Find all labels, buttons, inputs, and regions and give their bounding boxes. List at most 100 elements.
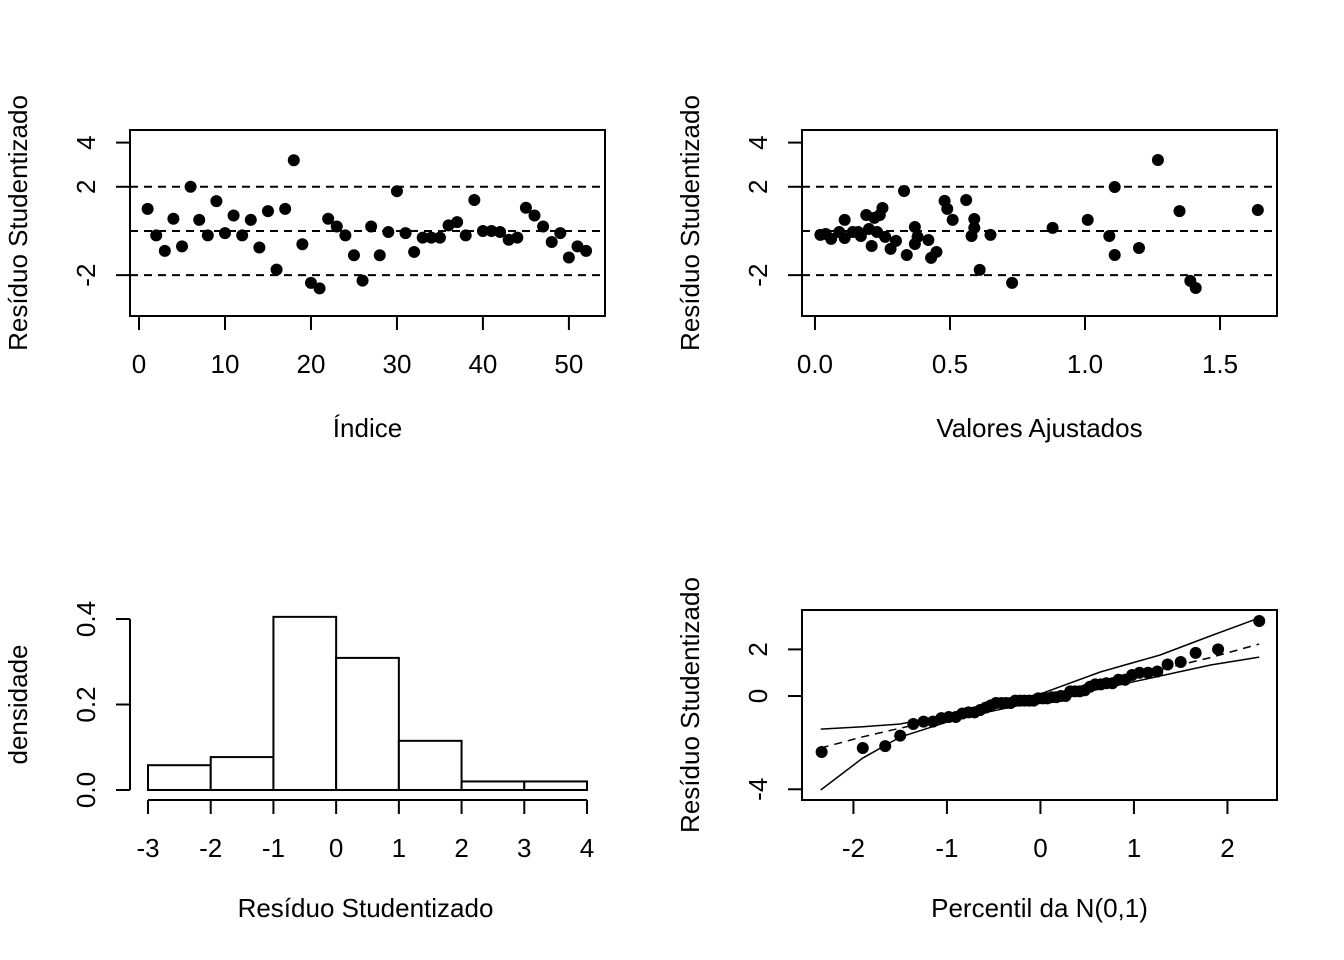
point [227, 209, 240, 222]
point [537, 220, 550, 233]
point [399, 227, 412, 240]
point [519, 201, 532, 214]
y-tick-label: -4 [743, 778, 773, 801]
y-tick-label: 0.2 [71, 686, 101, 722]
point [968, 221, 981, 234]
point [1212, 643, 1225, 656]
point [261, 205, 274, 218]
point [313, 282, 326, 295]
point [339, 229, 352, 242]
point [876, 201, 889, 214]
x-axis-label: Índice [333, 413, 402, 443]
point [825, 232, 838, 245]
y-tick-label: 0.4 [71, 601, 101, 637]
point [545, 235, 558, 248]
x-tick-label: 10 [211, 349, 240, 379]
x-tick-label: 0 [132, 349, 146, 379]
point [900, 249, 913, 262]
point [150, 229, 163, 242]
y-axis-label: Resíduo Studentizado [675, 95, 705, 351]
x-axis-label: Resíduo Studentizado [238, 893, 494, 923]
point [898, 184, 911, 197]
point [236, 229, 249, 242]
x-tick-label: 0.5 [932, 349, 968, 379]
point [425, 231, 438, 244]
point [815, 745, 828, 758]
point [922, 234, 935, 247]
point [1151, 665, 1164, 678]
x-tick-label: 4 [580, 833, 594, 863]
point [296, 238, 309, 251]
y-tick-label: 0 [743, 689, 773, 703]
y-tick-label: 2 [743, 642, 773, 656]
point [984, 228, 997, 241]
histogram-bar [397, 739, 463, 792]
y-tick-label: 2 [71, 180, 101, 194]
point [838, 213, 851, 226]
point [244, 213, 257, 226]
point [459, 229, 472, 242]
point [1108, 249, 1121, 262]
x-tick-label: 0 [329, 833, 343, 863]
point [856, 742, 869, 755]
point [917, 715, 930, 728]
point [279, 202, 292, 215]
histogram-bar [147, 764, 212, 792]
histogram-bar [460, 780, 526, 792]
x-tick-label: 20 [297, 349, 326, 379]
point [494, 226, 507, 239]
point [865, 239, 878, 252]
point [554, 227, 567, 240]
x-tick-label: -1 [262, 833, 285, 863]
y-axis-label: Resíduo Studentizado [3, 95, 33, 351]
point [468, 194, 481, 207]
x-axis-label: Percentil da N(0,1) [931, 893, 1148, 923]
envelope-upper [820, 617, 1260, 730]
envelope-lower [820, 656, 1260, 791]
y-tick-label: 4 [71, 135, 101, 149]
point [270, 263, 283, 276]
histogram-bar [209, 756, 275, 792]
point [176, 240, 189, 253]
x-tick-label: 1 [1127, 833, 1141, 863]
point [1161, 658, 1174, 671]
point [908, 220, 921, 233]
point [322, 212, 335, 225]
y-tick-label: 2 [743, 180, 773, 194]
point [854, 230, 867, 243]
point [201, 229, 214, 242]
point [433, 231, 446, 244]
point [1133, 666, 1146, 679]
y-tick-label: -2 [71, 264, 101, 287]
point [889, 234, 902, 247]
point [304, 276, 317, 289]
x-tick-label: 1.5 [1202, 349, 1238, 379]
point [158, 244, 171, 257]
point [141, 202, 154, 215]
point [941, 202, 954, 215]
point [408, 245, 421, 258]
y-tick-label: -2 [743, 264, 773, 287]
point [1133, 241, 1146, 254]
x-tick-label: -2 [199, 833, 222, 863]
point [1103, 230, 1116, 243]
point [894, 729, 907, 742]
point [1046, 221, 1059, 234]
point [1108, 180, 1121, 193]
point [1174, 655, 1187, 668]
x-tick-label: 2 [1220, 833, 1234, 863]
y-tick-label: 0.0 [71, 772, 101, 808]
point [373, 249, 386, 262]
point [580, 244, 593, 257]
point [184, 180, 197, 193]
x-tick-label: 0 [1033, 833, 1047, 863]
x-tick-label: -3 [136, 833, 159, 863]
x-tick-label: 50 [554, 349, 583, 379]
point [451, 216, 464, 229]
point [476, 224, 489, 237]
point [1151, 154, 1164, 167]
histogram-bar [523, 780, 588, 792]
y-tick-label: 4 [743, 135, 773, 149]
point [1081, 213, 1094, 226]
